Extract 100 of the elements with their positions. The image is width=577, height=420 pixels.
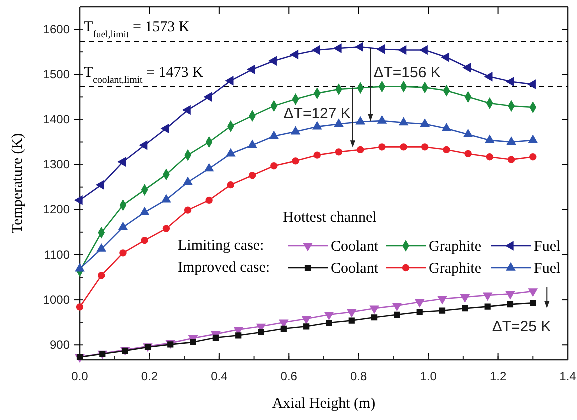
point [118, 158, 126, 167]
point [247, 65, 256, 74]
point [335, 148, 343, 156]
point [439, 308, 446, 314]
x-tick-label: 1.4 [560, 370, 577, 384]
annotation: ΔT=127 K [284, 106, 351, 123]
x-tick-label: 0.8 [350, 370, 368, 384]
point [528, 80, 536, 90]
point [507, 302, 514, 308]
point [182, 106, 191, 115]
point [334, 44, 342, 53]
point [76, 304, 84, 311]
point [420, 46, 428, 55]
point [190, 339, 196, 346]
point [399, 118, 408, 126]
point [508, 156, 516, 164]
legend-label: Graphite [429, 261, 482, 277]
point [74, 196, 83, 205]
x-tick-label: 0.2 [141, 370, 158, 384]
y-tick-label: 1000 [43, 292, 70, 307]
point [348, 318, 355, 324]
point [486, 154, 494, 161]
point [438, 296, 448, 304]
y-tick-label: 1400 [43, 112, 70, 127]
point [269, 56, 277, 66]
point [392, 303, 402, 312]
point [464, 129, 473, 138]
point [355, 42, 364, 52]
point [140, 140, 148, 150]
point [462, 306, 468, 312]
point [530, 300, 536, 306]
point [270, 131, 279, 140]
legend-title: Hottest channel [283, 210, 377, 226]
y-axis-title: Temperature (K) [10, 133, 26, 234]
point [357, 146, 364, 154]
x-tick-label: 1.0 [420, 370, 438, 384]
point [290, 50, 299, 60]
point [248, 172, 256, 180]
point [184, 177, 193, 186]
point [226, 76, 234, 86]
annotation: ΔT=25 K [492, 318, 552, 336]
legend-label: Fuel [534, 261, 561, 277]
point [96, 180, 104, 190]
x-tick-label: 0.0 [72, 370, 89, 384]
point [98, 272, 106, 280]
point [528, 135, 538, 144]
y-tick-label: 900 [50, 338, 70, 352]
ref-line-label: T$_{fuel,limit}$ = 1573 K [84, 20, 190, 40]
point [415, 299, 424, 308]
point [162, 225, 170, 232]
point [161, 124, 170, 134]
point [400, 144, 408, 151]
point [460, 294, 470, 302]
legend-label: Graphite [429, 239, 482, 255]
point [291, 126, 300, 135]
legend-label: Coolant [331, 261, 380, 277]
point [463, 63, 472, 72]
point [506, 291, 516, 300]
point [442, 52, 450, 62]
point [206, 196, 213, 204]
point [370, 306, 380, 314]
point [378, 116, 387, 124]
point [248, 140, 258, 148]
annotation: ΔT=156 K [374, 64, 441, 82]
point [140, 207, 150, 216]
point [464, 150, 472, 158]
point [442, 124, 452, 132]
point [258, 329, 264, 336]
point [528, 288, 538, 297]
point [377, 44, 386, 54]
point [314, 152, 321, 159]
point [75, 264, 85, 272]
x-tick-label: 0.4 [211, 370, 228, 384]
point [347, 309, 356, 318]
point [76, 354, 84, 360]
y-tick-label: 1100 [44, 248, 70, 262]
point [484, 304, 491, 310]
point [302, 316, 312, 324]
point [292, 158, 300, 165]
point [304, 324, 310, 330]
legend-label: Coolant [331, 239, 380, 255]
point [270, 162, 278, 170]
point [334, 119, 344, 128]
ref-line-label: T$_{coolant,limit}$ = 1473 K [84, 64, 204, 86]
point [184, 206, 192, 214]
x-tick-label: 1.2 [490, 370, 507, 384]
y-tick-label: 1600 [43, 22, 70, 36]
point [280, 326, 287, 332]
point [507, 137, 516, 146]
annotation: Improved case: [178, 260, 270, 276]
point [485, 135, 494, 144]
point [506, 77, 514, 86]
point [120, 250, 127, 257]
point [204, 164, 214, 172]
point [421, 144, 429, 151]
legend-label: Fuel [534, 239, 561, 255]
y-tick-label: 1200 [43, 202, 70, 217]
point [530, 154, 537, 161]
point [356, 116, 366, 125]
point [162, 194, 171, 203]
